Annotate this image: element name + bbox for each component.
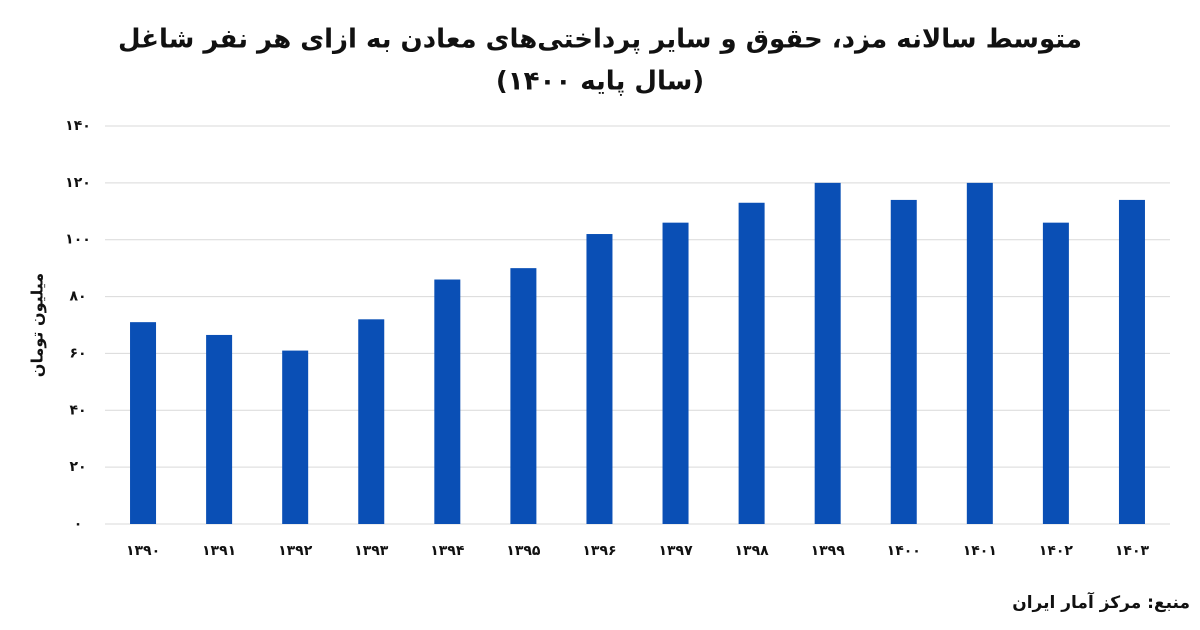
chart-title: متوسط سالانه مزد، حقوق و سایر پرداختی‌ها…	[118, 25, 1082, 55]
bar	[206, 334, 233, 524]
x-tick-label: ۱۳۹۳	[354, 543, 389, 559]
x-tick-label: ۱۳۹۷	[658, 543, 693, 559]
bar	[130, 322, 157, 524]
bar	[510, 268, 537, 524]
x-tick-label: ۱۳۹۱	[202, 543, 236, 559]
y-tick-label: ۲۰	[69, 459, 86, 475]
y-tick-label: ۱۲۰	[65, 175, 91, 191]
y-tick-label: ۶۰	[69, 345, 86, 361]
x-tick-label: ۱۳۹۰	[126, 543, 160, 559]
x-tick-label: ۱۴۰۳	[1115, 543, 1150, 559]
bar	[358, 319, 385, 524]
x-tick-label: ۱۳۹۴	[430, 543, 465, 559]
y-tick-label: ۴۰	[69, 402, 86, 418]
x-tick-label: ۱۴۰۰	[887, 543, 921, 559]
bar	[434, 279, 461, 524]
x-tick-label: ۱۳۹۲	[278, 543, 313, 559]
bar	[814, 182, 841, 524]
bar	[1042, 222, 1069, 524]
bar	[890, 199, 917, 524]
source-note: منبع: مرکز آمار ایران	[1012, 591, 1190, 613]
x-tick-label: ۱۴۰۱	[963, 543, 997, 559]
x-tick-label: ۱۳۹۵	[506, 543, 541, 559]
x-tick-label: ۱۳۹۶	[582, 543, 616, 559]
bar	[662, 222, 689, 524]
y-tick-label: ۱۰۰	[65, 232, 91, 248]
bar	[738, 202, 765, 524]
bar	[1118, 199, 1145, 524]
x-tick-label: ۱۴۰۲	[1039, 543, 1074, 559]
x-tick-label: ۱۳۹۹	[811, 543, 846, 559]
y-tick-label: ۸۰	[69, 289, 86, 305]
y-axis-label: میلیون تومان	[28, 273, 47, 377]
bar	[282, 350, 309, 524]
x-tick-label: ۱۳۹۸	[735, 543, 770, 559]
y-tick-label: ۱۴۰	[65, 118, 91, 134]
chart-subtitle: (سال پایه ۱۴۰۰)	[496, 67, 704, 97]
bar	[586, 234, 613, 524]
y-tick-label: ۰	[74, 516, 83, 532]
bar	[966, 182, 993, 524]
